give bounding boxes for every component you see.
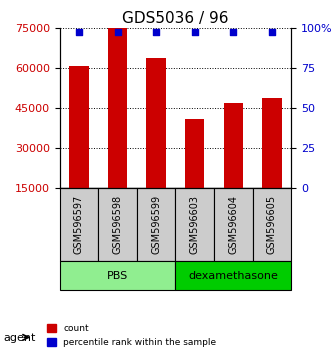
Text: GSM596597: GSM596597 [74, 195, 84, 255]
Text: GSM596603: GSM596603 [190, 195, 200, 254]
FancyBboxPatch shape [175, 261, 291, 290]
Text: PBS: PBS [107, 271, 128, 281]
Bar [262, 98, 282, 188]
Point [231, 29, 236, 34]
Bar [108, 25, 127, 188]
Text: GSM596598: GSM596598 [113, 195, 122, 255]
Bar [185, 119, 204, 188]
FancyBboxPatch shape [60, 261, 175, 290]
Point [154, 29, 159, 34]
Point [192, 29, 197, 34]
Point [76, 29, 81, 34]
Bar [146, 58, 166, 188]
FancyBboxPatch shape [60, 188, 98, 261]
FancyBboxPatch shape [137, 188, 175, 261]
Text: GSM596599: GSM596599 [151, 195, 161, 255]
FancyBboxPatch shape [214, 188, 253, 261]
Text: dexamethasone: dexamethasone [188, 271, 278, 281]
FancyBboxPatch shape [175, 188, 214, 261]
Point [269, 29, 275, 34]
Point [115, 29, 120, 34]
Text: GSM596604: GSM596604 [228, 195, 238, 254]
Bar [224, 103, 243, 188]
FancyBboxPatch shape [98, 188, 137, 261]
Text: GSM596605: GSM596605 [267, 195, 277, 255]
Text: agent: agent [3, 333, 36, 343]
Bar [69, 66, 88, 188]
Title: GDS5036 / 96: GDS5036 / 96 [122, 11, 229, 26]
Legend: count, percentile rank within the sample: count, percentile rank within the sample [44, 321, 219, 349]
FancyBboxPatch shape [253, 188, 291, 261]
